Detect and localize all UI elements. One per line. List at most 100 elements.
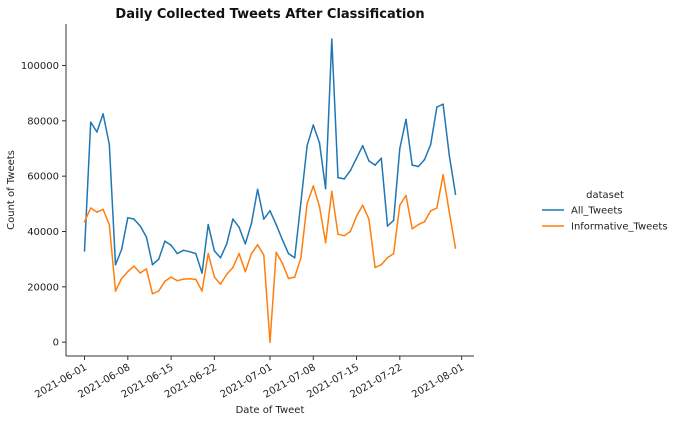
legend-items: All_Tweets Informative_Tweets bbox=[542, 206, 668, 233]
data-point bbox=[213, 276, 216, 278]
data-point bbox=[281, 262, 284, 265]
data-point bbox=[405, 194, 407, 197]
legend: dataset All_Tweets Informative_Tweets bbox=[542, 190, 668, 233]
data-point bbox=[436, 106, 438, 108]
data-point bbox=[312, 124, 315, 126]
data-point bbox=[300, 201, 302, 204]
y-tick-label: 60000 bbox=[27, 172, 59, 183]
data-point bbox=[324, 187, 327, 190]
data-point bbox=[368, 218, 370, 220]
data-point bbox=[423, 221, 426, 223]
y-tick-label: 80000 bbox=[27, 116, 59, 127]
data-point bbox=[399, 147, 401, 150]
chart-title: Daily Collected Tweets After Classificat… bbox=[115, 7, 424, 22]
data-point bbox=[337, 233, 339, 236]
data-point bbox=[201, 290, 203, 292]
x-ticks: 2021-06-012021-06-082021-06-152021-06-22… bbox=[33, 356, 466, 401]
data-point bbox=[182, 249, 185, 252]
data-point bbox=[374, 266, 376, 269]
data-point bbox=[454, 193, 457, 195]
data-point bbox=[256, 244, 259, 246]
data-point bbox=[269, 341, 271, 344]
data-point bbox=[120, 248, 123, 251]
y-axis-label: Count of Tweets bbox=[6, 150, 17, 230]
data-point bbox=[355, 157, 358, 159]
data-point bbox=[448, 154, 451, 157]
data-point bbox=[244, 243, 247, 245]
data-point bbox=[195, 252, 197, 255]
data-point bbox=[442, 103, 444, 105]
data-point bbox=[188, 250, 191, 253]
legend-label: Informative_Tweets bbox=[571, 222, 668, 233]
data-point bbox=[102, 113, 104, 115]
data-point bbox=[306, 144, 308, 147]
data-point bbox=[176, 252, 179, 255]
data-point bbox=[374, 164, 376, 166]
data-point bbox=[275, 251, 278, 254]
data-point bbox=[176, 279, 179, 282]
data-point bbox=[287, 252, 290, 255]
data-point bbox=[145, 268, 148, 270]
y-tick-label: 40000 bbox=[27, 227, 59, 238]
data-point bbox=[114, 290, 117, 292]
data-point bbox=[225, 273, 228, 276]
data-point bbox=[250, 222, 253, 224]
data-point bbox=[411, 227, 414, 230]
data-point bbox=[232, 218, 234, 220]
legend-title: dataset bbox=[586, 190, 624, 201]
data-point bbox=[429, 143, 432, 146]
data-point bbox=[108, 223, 111, 226]
data-point bbox=[188, 278, 191, 280]
data-point bbox=[380, 157, 383, 159]
data-point bbox=[195, 278, 197, 281]
data-point bbox=[213, 250, 216, 252]
data-point bbox=[157, 258, 160, 261]
data-point bbox=[263, 218, 265, 220]
data-point bbox=[157, 290, 160, 292]
data-point bbox=[164, 280, 166, 283]
data-point bbox=[429, 210, 432, 212]
data-point bbox=[127, 270, 129, 273]
series-line-Informative_Tweets bbox=[83, 174, 457, 343]
data-point bbox=[164, 240, 166, 242]
data-point bbox=[238, 226, 240, 229]
data-point bbox=[442, 174, 444, 176]
data-point bbox=[96, 131, 98, 133]
data-point bbox=[411, 164, 414, 166]
data-point bbox=[108, 143, 111, 146]
data-point bbox=[256, 188, 259, 191]
data-point bbox=[423, 158, 426, 161]
y-ticks: 0 20000 40000 60000 80000 100000 bbox=[21, 61, 66, 349]
data-point bbox=[201, 272, 203, 274]
data-point bbox=[207, 223, 209, 226]
data-point bbox=[151, 263, 154, 266]
data-point bbox=[405, 118, 407, 121]
data-point bbox=[151, 293, 154, 295]
data-point bbox=[349, 230, 352, 233]
data-point bbox=[324, 241, 327, 244]
data-point bbox=[386, 225, 389, 227]
data-point bbox=[89, 121, 92, 123]
data-point bbox=[448, 211, 451, 213]
y-tick-label: 100000 bbox=[21, 61, 59, 72]
data-point bbox=[361, 204, 364, 206]
series-points-Informative_Tweets bbox=[83, 174, 457, 344]
series-line-All_Tweets bbox=[83, 38, 457, 274]
plot-area: 0 20000 40000 60000 80000 100000 2021-06-0120… bbox=[21, 24, 474, 401]
data-point bbox=[349, 169, 352, 172]
data-point bbox=[83, 250, 86, 252]
data-point bbox=[361, 144, 364, 147]
data-point bbox=[170, 276, 172, 278]
data-point bbox=[102, 208, 104, 211]
data-point bbox=[219, 283, 222, 285]
data-point bbox=[318, 142, 321, 144]
data-point bbox=[219, 257, 222, 259]
data-point bbox=[318, 205, 321, 208]
x-axis-label: Date of Tweet bbox=[236, 405, 305, 416]
data-point bbox=[263, 254, 265, 256]
data-point bbox=[250, 252, 253, 255]
data-point bbox=[182, 278, 185, 280]
data-point bbox=[392, 252, 395, 255]
data-point bbox=[281, 239, 284, 241]
